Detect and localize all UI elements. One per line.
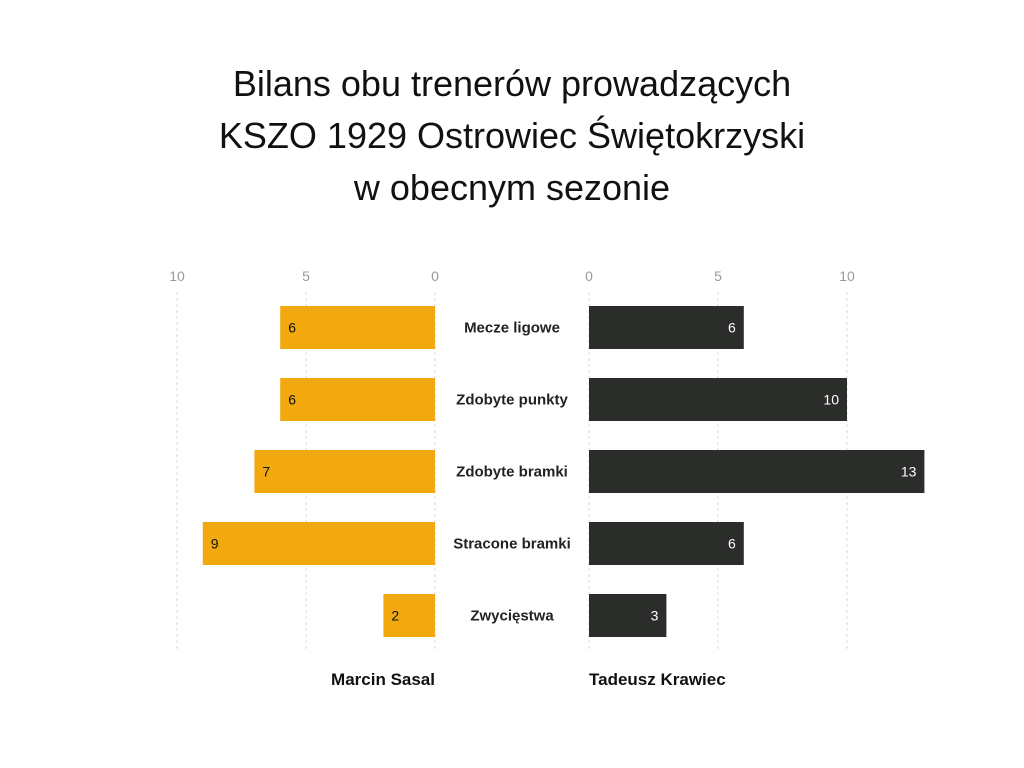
- tick-label-left-0: 0: [431, 268, 439, 284]
- category-label-5: Zwycięstwa: [470, 608, 554, 625]
- value-label-left-4: 9: [211, 536, 219, 552]
- series-label-right: Tadeusz Krawiec: [589, 670, 726, 689]
- series-label-left: Marcin Sasal: [331, 670, 435, 689]
- bar-left-2: [280, 378, 435, 421]
- tick-label-right-5: 5: [714, 268, 722, 284]
- bar-left-5: [383, 594, 435, 637]
- value-label-left-5: 2: [391, 608, 399, 624]
- value-label-left-3: 7: [262, 464, 270, 480]
- value-label-right-3: 13: [901, 464, 917, 480]
- bar-left-3: [254, 450, 435, 493]
- value-label-right-5: 3: [651, 608, 659, 624]
- bar-right-2: [589, 378, 847, 421]
- tick-label-right-10: 10: [839, 268, 855, 284]
- bar-left-4: [202, 522, 435, 565]
- title-line-1: Bilans obu trenerów prowadzących: [232, 63, 792, 104]
- bar-right-4: [589, 522, 744, 565]
- category-label-2: Zdobyte punkty: [456, 392, 568, 409]
- category-label-3: Zdobyte bramki: [456, 464, 568, 481]
- value-label-right-2: 10: [823, 392, 839, 408]
- tick-label-left-5: 5: [302, 268, 310, 284]
- category-label-4: Stracone bramki: [453, 536, 571, 553]
- title-line-2: KSZO 1929 Ostrowiec Świętokrzyski: [218, 115, 806, 156]
- tick-label-right-0: 0: [585, 268, 593, 284]
- value-label-right-1: 6: [728, 320, 736, 336]
- tick-label-left-10: 10: [169, 268, 185, 284]
- bar-right-1: [589, 306, 744, 349]
- value-label-right-4: 6: [728, 536, 736, 552]
- chart-title: Bilans obu trenerów prowadzących KSZO 19…: [0, 58, 1024, 214]
- bar-right-5: [589, 594, 667, 637]
- category-label-1: Mecze ligowe: [464, 320, 560, 337]
- bar-right-3: [589, 450, 925, 493]
- value-label-left-1: 6: [288, 320, 296, 336]
- value-label-left-2: 6: [288, 392, 296, 408]
- title-line-3: w obecnym sezonie: [353, 167, 671, 208]
- bar-left-1: [280, 306, 435, 349]
